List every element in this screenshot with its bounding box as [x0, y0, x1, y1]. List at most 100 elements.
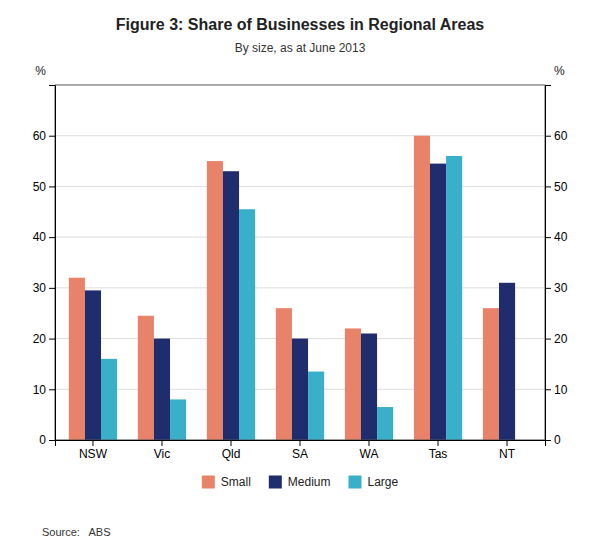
y2-tick-mark	[545, 389, 551, 390]
x-tick-label: NSW	[79, 447, 108, 461]
bar	[446, 156, 462, 440]
bar	[361, 334, 377, 441]
y2-axis-line	[546, 86, 552, 441]
x-tick: Qld	[222, 440, 241, 461]
bar	[69, 278, 85, 440]
legend-item: Small	[202, 475, 251, 489]
y-tick-label: 50	[33, 180, 47, 194]
x-tick: Tas	[429, 440, 448, 461]
y2-tick-label: 0	[554, 433, 561, 447]
legend-item: Medium	[269, 475, 331, 489]
y2-tick-mark	[545, 237, 551, 238]
bar	[483, 308, 499, 440]
bar	[276, 308, 292, 440]
bar-series	[101, 156, 462, 440]
source-note: Source: ABS	[42, 526, 110, 538]
legend: Small Medium Large	[202, 475, 399, 489]
bar	[85, 290, 101, 440]
grid-line	[55, 135, 545, 136]
y-tick-mark	[49, 440, 55, 441]
legend-swatch	[269, 476, 282, 489]
y2-tick-mark	[545, 440, 551, 441]
y2-tick-mark	[545, 136, 551, 137]
bar	[377, 407, 393, 440]
legend-label: Large	[368, 475, 399, 489]
x-tick-mark	[300, 440, 301, 446]
y2-tick-label: 20	[554, 332, 568, 346]
y2-tick: 0	[545, 433, 561, 447]
y-tick-label: 10	[33, 383, 47, 397]
bar	[138, 316, 154, 440]
bar-series	[69, 136, 499, 440]
x-tick-label: Vic	[154, 447, 170, 461]
x-tick-mark	[369, 440, 370, 446]
y-tick-label: 0	[39, 433, 46, 447]
grid-line	[55, 287, 545, 288]
y2-axis-label: %	[554, 64, 565, 78]
y-axis-line	[49, 86, 56, 441]
y2-tick-mark	[545, 288, 551, 289]
y-tick-mark	[49, 136, 55, 137]
x-tick: Vic	[154, 440, 170, 461]
bars	[69, 136, 515, 440]
y-tick: 20	[33, 332, 55, 346]
bar	[170, 399, 186, 440]
y2-tick: 20	[545, 332, 568, 346]
bar	[101, 359, 117, 440]
bar	[292, 339, 308, 440]
x-tick: WA	[360, 440, 379, 461]
y2-axis: 0102030405060	[545, 86, 568, 448]
y-tick-mark	[49, 389, 55, 390]
grid	[55, 136, 545, 440]
x-tick-mark	[507, 440, 508, 446]
bar	[430, 164, 446, 440]
y2-tick-mark	[545, 186, 551, 187]
x-tick-mark	[161, 440, 162, 446]
x-tick: SA	[292, 440, 308, 461]
bar	[414, 136, 430, 440]
x-tick-mark	[230, 440, 231, 446]
y-tick: 30	[33, 281, 55, 295]
y-tick: 50	[33, 180, 55, 194]
bar	[345, 328, 361, 440]
y-tick: 60	[33, 129, 55, 143]
y-tick-mark	[49, 237, 55, 238]
y2-tick-label: 10	[554, 383, 568, 397]
y-tick: 0	[39, 433, 55, 447]
y-axis: 0 10 20 30 40 50 60	[33, 86, 56, 448]
y-tick-label: 40	[33, 230, 47, 244]
grid-line	[55, 186, 545, 187]
legend-swatch	[349, 476, 362, 489]
x-axis: NSW Vic Qld SA WA Tas NT	[56, 440, 546, 461]
y-axis-label: %	[35, 64, 46, 78]
x-tick: NSW	[79, 440, 108, 461]
y2-tick-label: 50	[554, 180, 568, 194]
chart-subtitle: By size, as at June 2013	[235, 41, 366, 55]
legend-item: Large	[349, 475, 399, 489]
y-tick-mark	[49, 339, 55, 340]
y2-tick: 30	[545, 281, 568, 295]
x-tick-mark	[438, 440, 439, 446]
x-tick-label: NT	[499, 447, 516, 461]
bar	[223, 171, 239, 440]
bar	[207, 161, 223, 440]
x-axis-line	[56, 441, 546, 447]
bar	[308, 372, 324, 440]
y2-tick: 50	[545, 180, 568, 194]
y2-tick-label: 30	[554, 281, 568, 295]
y2-tick: 10	[545, 383, 568, 397]
x-tick-mark	[92, 440, 93, 446]
y-tick-label: 60	[33, 129, 47, 143]
y2-tick: 40	[545, 230, 568, 244]
legend-label: Medium	[288, 475, 331, 489]
y2-tick-mark	[545, 339, 551, 340]
y-tick: 10	[33, 383, 55, 397]
y-tick-mark	[49, 288, 55, 289]
legend-label: Small	[221, 475, 251, 489]
y-tick-mark	[49, 186, 55, 187]
bar	[239, 209, 255, 440]
plot-frame	[55, 85, 545, 440]
y-tick: 40	[33, 230, 55, 244]
y-tick-label: 20	[33, 332, 47, 346]
x-tick-label: Qld	[222, 447, 241, 461]
